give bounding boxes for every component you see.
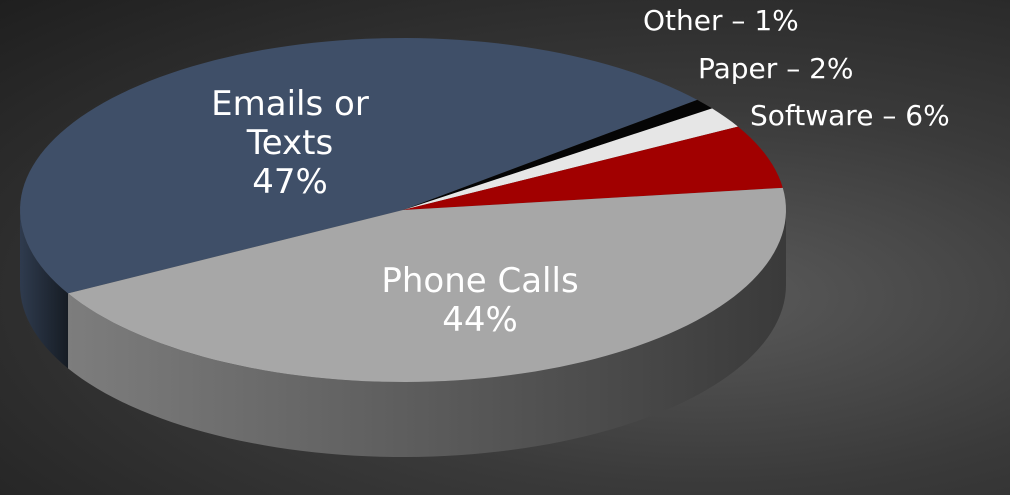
pie-slice: [68, 187, 787, 457]
slice-label: Emails or Texts 47%: [190, 84, 390, 203]
slice-top: [20, 38, 698, 294]
pie-slice: [403, 126, 783, 210]
pie-slice: [403, 99, 713, 210]
slice-top: [403, 99, 713, 210]
slice-top: [403, 108, 738, 210]
sep: –: [777, 52, 810, 85]
val: 2%: [809, 52, 854, 85]
sep: –: [722, 4, 755, 37]
val: 1%: [754, 4, 799, 37]
pie-slice: [403, 108, 738, 210]
sep: –: [873, 99, 906, 132]
slice-label: Paper – 2%: [698, 52, 854, 85]
val: 44%: [442, 300, 518, 341]
val: 47%: [252, 162, 328, 203]
cat: Software: [750, 99, 874, 132]
val: 6%: [905, 99, 950, 132]
slice-side: [20, 210, 69, 369]
slice-top: [68, 187, 786, 382]
slice-label: Software – 6%: [750, 99, 950, 132]
pie-slice: [20, 38, 698, 369]
slice-top: [403, 126, 783, 210]
cat: Emails or Texts: [211, 84, 369, 164]
cat: Paper: [698, 52, 778, 85]
slice-label: Other – 1%: [643, 4, 799, 37]
cat: Phone Calls: [381, 261, 579, 301]
slice-side: [68, 210, 787, 457]
slice-label: Phone Calls 44%: [330, 261, 630, 341]
cat: Other: [643, 4, 723, 37]
